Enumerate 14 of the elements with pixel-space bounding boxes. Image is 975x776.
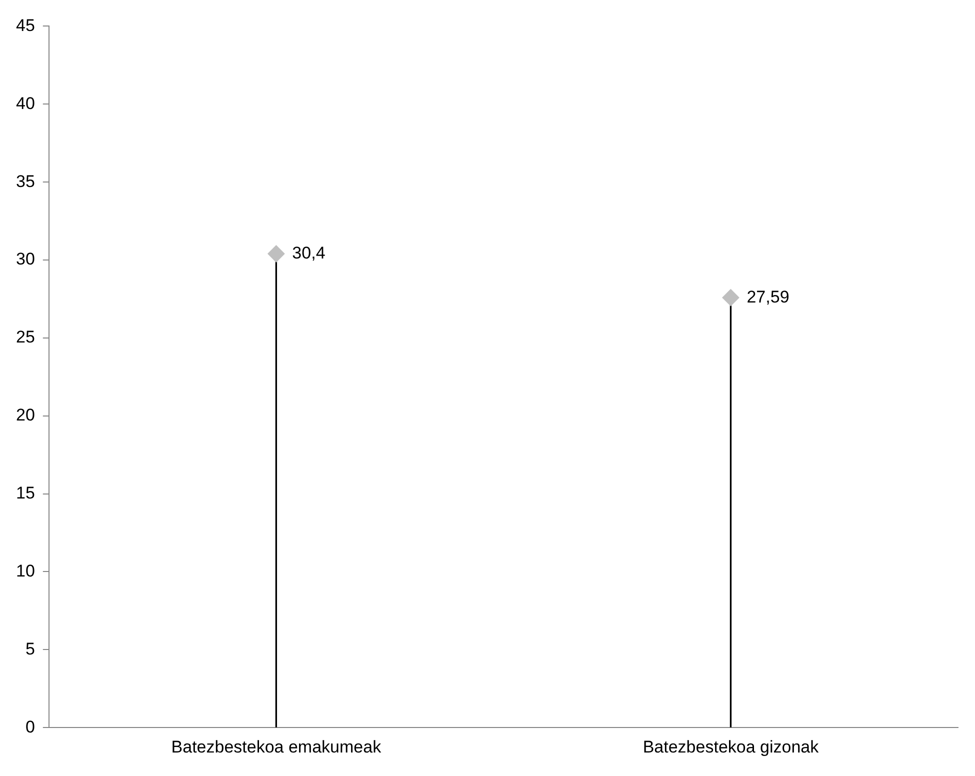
data-label: 27,59 xyxy=(746,287,790,306)
x-tick-label: Batezbestekoa gizonak xyxy=(642,737,820,756)
x-tick-label: Batezbestekoa emakumeak xyxy=(171,737,382,756)
y-tick-label: 45 xyxy=(16,16,35,35)
y-tick-label: 20 xyxy=(16,406,35,425)
y-tick-label: 10 xyxy=(16,561,35,580)
data-label: 30,4 xyxy=(292,243,326,262)
y-tick-label: 25 xyxy=(16,328,35,347)
y-tick-label: 15 xyxy=(16,483,35,502)
y-tick-label: 40 xyxy=(16,94,35,113)
y-tick-label: 30 xyxy=(16,250,35,269)
y-tick-label: 5 xyxy=(25,639,35,658)
y-tick-label: 0 xyxy=(25,717,35,736)
y-tick-label: 35 xyxy=(16,172,35,191)
